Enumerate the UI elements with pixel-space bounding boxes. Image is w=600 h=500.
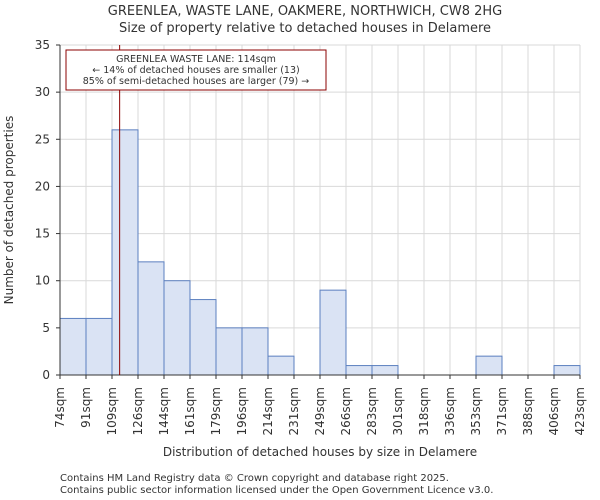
y-tick-label: 35: [35, 38, 50, 52]
x-tick-label: 214sqm: [261, 387, 275, 435]
x-tick-label: 231sqm: [287, 387, 301, 435]
y-tick-label: 20: [35, 179, 50, 193]
x-ticks: 74sqm 91sqm 109sqm 126sqm 144sqm 161sqm 179sqm…: [53, 375, 587, 435]
x-tick-label: 196sqm: [235, 387, 249, 435]
bar: [345, 365, 373, 376]
annotation-line-2: ← 14% of detached houses are smaller (13…: [92, 65, 299, 76]
footer-copyright: Contains HM Land Registry data © Crown c…: [60, 473, 449, 484]
bar: [267, 355, 295, 376]
x-tick-label: 336sqm: [443, 387, 457, 435]
x-tick-label: 406sqm: [547, 387, 561, 435]
y-tick-label: 15: [35, 227, 50, 241]
footer-licence: Contains public sector information licen…: [60, 485, 494, 496]
bar: [189, 299, 217, 376]
bar: [215, 327, 243, 376]
y-axis-label: Number of detached properties: [2, 116, 16, 305]
bar: [553, 365, 581, 376]
x-tick-label: 318sqm: [417, 387, 431, 435]
bar: [163, 280, 191, 376]
bar: [111, 129, 139, 376]
chart-subtitle: Size of property relative to detached ho…: [119, 21, 491, 36]
x-tick-label: 353sqm: [469, 387, 483, 435]
y-tick-label: 25: [35, 132, 50, 146]
x-tick-label: 388sqm: [521, 387, 535, 435]
x-tick-label: 74sqm: [53, 387, 67, 428]
y-ticks: 0 5 10 15 20 25 30 35: [35, 38, 60, 382]
annotation-box: [65, 49, 327, 91]
x-tick-label: 371sqm: [495, 387, 509, 435]
y-tick-label: 30: [35, 85, 50, 99]
x-tick-label: 126sqm: [131, 387, 145, 435]
bar: [59, 317, 87, 376]
x-tick-label: 144sqm: [157, 387, 171, 435]
annotation-line-3: 85% of semi-detached houses are larger (…: [83, 76, 310, 87]
x-tick-label: 301sqm: [391, 387, 405, 435]
bar: [371, 365, 399, 376]
bars: [59, 129, 581, 376]
x-tick-label: 283sqm: [365, 387, 379, 435]
x-tick-label: 423sqm: [573, 387, 587, 435]
y-tick-label: 5: [42, 321, 50, 335]
y-tick-label: 10: [35, 274, 50, 288]
bar: [475, 355, 503, 376]
chart-title: GREENLEA, WASTE LANE, OAKMERE, NORTHWICH…: [108, 4, 502, 19]
bar: [241, 327, 269, 376]
bar: [85, 317, 113, 376]
x-axis-label: Distribution of detached houses by size …: [163, 445, 477, 459]
annotation-line-1: GREENLEA WASTE LANE: 114sqm: [116, 54, 276, 65]
x-tick-label: 266sqm: [339, 387, 353, 435]
x-tick-label: 161sqm: [183, 387, 197, 435]
x-tick-label: 109sqm: [105, 387, 119, 435]
x-tick-label: 179sqm: [209, 387, 223, 435]
x-tick-label: 249sqm: [313, 387, 327, 435]
y-tick-label: 0: [42, 368, 50, 382]
bar: [137, 261, 165, 376]
x-tick-label: 91sqm: [79, 387, 93, 428]
bar: [319, 289, 347, 376]
